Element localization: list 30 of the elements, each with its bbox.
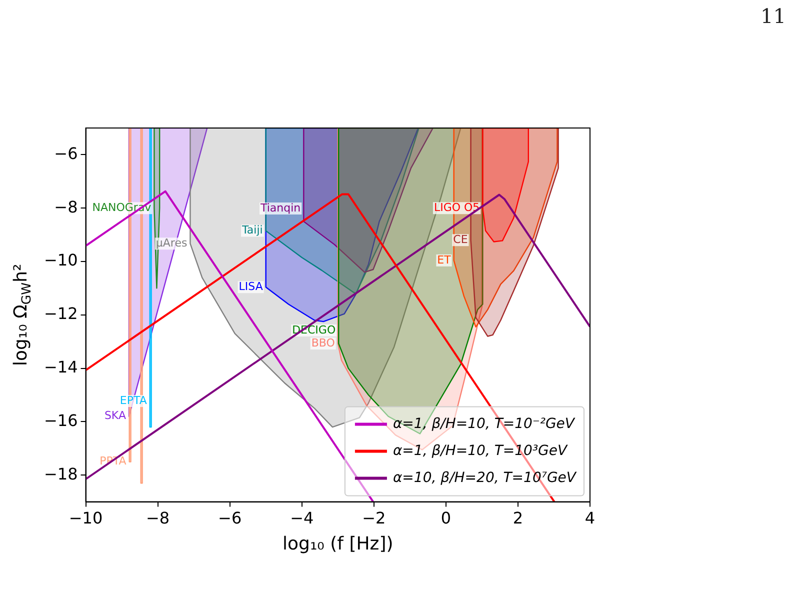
legend-label: α=1, β/H=10, T=10⁻²GeV	[392, 416, 576, 432]
series-label: μAres	[156, 236, 188, 250]
series-label: BBO	[311, 336, 336, 350]
series-label: SKA	[104, 409, 126, 422]
x-tick-label: −6	[218, 508, 242, 528]
x-axis-title: log₁₀ (f [Hz])	[282, 533, 394, 554]
x-tick-label: 2	[512, 508, 524, 528]
legend-label: α=1, β/H=10, T=10³GeV	[392, 442, 569, 459]
text: 11	[760, 4, 786, 28]
y-tick-label: −6	[54, 144, 78, 163]
series-label: CE	[453, 233, 468, 246]
x-tick-label: −8	[146, 508, 170, 528]
y-axis-title: log₁₀ ΩGWh²	[10, 264, 34, 366]
legend-label: α=10, β/H=20, T=10⁷GeV	[392, 470, 578, 486]
series-label: LISA	[238, 280, 264, 293]
y-tick-label: −18	[44, 464, 78, 484]
x-tick-label: 0	[440, 508, 452, 528]
y-tick-label: −16	[44, 410, 78, 430]
x-tick-label: −2	[362, 508, 386, 528]
series-label: Taiji	[241, 224, 263, 237]
y-tick-label: −8	[54, 197, 78, 216]
series-label: EPTA	[120, 394, 148, 407]
x-tick-label: −4	[290, 508, 314, 528]
series-label: ET	[437, 253, 452, 266]
x-tick-label: −10	[68, 508, 103, 528]
y-tick-label: −14	[44, 357, 78, 376]
series-label: Tianqin	[259, 201, 301, 214]
y-tick-label: −10	[44, 250, 78, 270]
x-tick-label: 4	[584, 508, 596, 528]
y-tick-label: −12	[44, 304, 78, 324]
